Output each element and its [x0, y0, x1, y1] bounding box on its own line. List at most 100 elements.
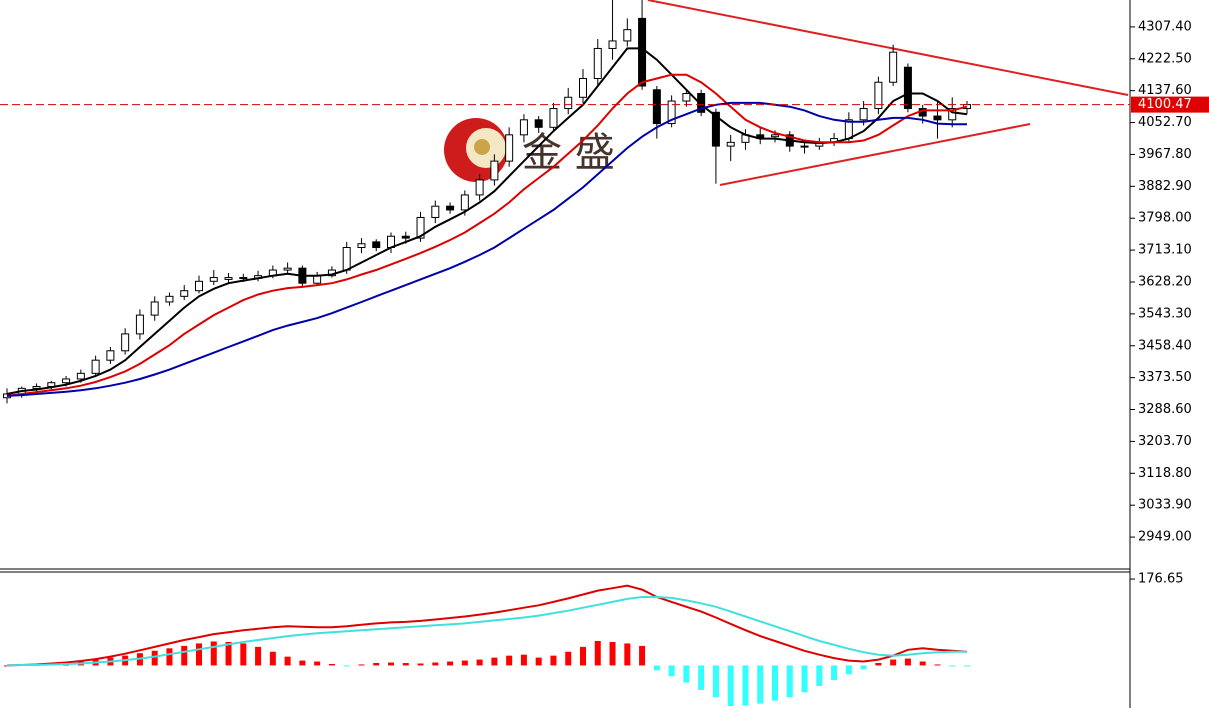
candle-body [195, 280, 203, 292]
macd-bar [388, 662, 394, 666]
candle-body [121, 333, 130, 352]
candle-body [342, 247, 351, 271]
candle-body [519, 119, 528, 136]
candle-body [505, 134, 514, 162]
y-tick-label: 3118.80 [1138, 466, 1192, 481]
macd-bar [580, 646, 586, 666]
candle-body [593, 47, 602, 79]
candle-body [933, 115, 942, 121]
macd-bar [786, 665, 793, 698]
candle-body [91, 359, 100, 374]
macd-bar [860, 665, 867, 670]
y-tick-label: 3543.30 [1138, 306, 1192, 321]
y-tick-label: 4222.50 [1138, 51, 1192, 66]
macd-bar [299, 660, 306, 666]
macd-bar [550, 655, 557, 666]
y-tick-label: 3458.40 [1138, 338, 1192, 353]
trend-line [647, 0, 1129, 96]
macd-bar [240, 643, 247, 666]
macd-bar [181, 645, 188, 666]
candle-body [948, 108, 957, 121]
macd-bar [816, 665, 823, 686]
macd-bar [151, 650, 158, 666]
macd-bar [476, 659, 483, 666]
macd-bar [506, 655, 513, 666]
candle-body [549, 108, 558, 128]
macd-bar [328, 663, 335, 666]
candle-body [401, 235, 410, 239]
macd-bar [904, 658, 911, 666]
last-price-label: 4100.47 [1138, 97, 1192, 112]
ma-line [6, 47, 968, 395]
candle-body [224, 277, 233, 280]
macd-bar [831, 665, 838, 681]
macd-bar [225, 641, 232, 666]
candle-body [652, 89, 661, 125]
candle-body [372, 241, 381, 249]
candle-body [165, 295, 174, 303]
macd-bar [284, 656, 291, 666]
candle-body [800, 145, 809, 148]
y-tick-label: 4137.60 [1138, 83, 1192, 98]
y-tick-label: 4052.70 [1138, 115, 1192, 130]
candle-body [534, 119, 543, 128]
candle-body [638, 17, 647, 87]
candle-body [62, 378, 71, 384]
macd-bar [196, 643, 202, 666]
macd-bar [934, 664, 941, 666]
macd-bar [653, 665, 660, 671]
macd-bar [609, 641, 616, 666]
y-tick-label: 3798.00 [1138, 211, 1192, 226]
macd-bar [255, 646, 262, 666]
macd-bar [668, 665, 675, 677]
candle-body [150, 301, 159, 316]
macd-bar [624, 643, 631, 666]
candle-body [667, 100, 676, 125]
candle-body [135, 314, 144, 335]
y-tick-label: 3713.10 [1138, 243, 1192, 258]
candle-body [32, 385, 41, 389]
last-price-tag [1131, 96, 1209, 113]
candle-body [623, 29, 632, 42]
candle-body [726, 141, 735, 147]
ma-line [6, 73, 968, 397]
y-tick-label: 3628.20 [1138, 274, 1192, 289]
macd-bar [4, 665, 10, 667]
y-tick-label: 176.65 [1138, 572, 1184, 587]
ma-line [6, 101, 967, 397]
macd-bar [727, 665, 734, 707]
macd-bar [772, 665, 778, 701]
macd-bar [949, 665, 956, 667]
candle-body [431, 205, 440, 218]
candle-body [446, 205, 455, 211]
macd-bar [801, 665, 808, 693]
macd-bar [343, 665, 350, 667]
macd-bar [639, 645, 646, 666]
y-tick-label: 3882.90 [1138, 179, 1192, 194]
y-tick-label: 3373.50 [1138, 370, 1192, 385]
candle-body [564, 96, 573, 110]
macd-bar [875, 663, 882, 666]
ma-line [6, 596, 967, 667]
candle-body [460, 194, 469, 211]
candle-body [313, 275, 322, 284]
candle-body [283, 267, 292, 271]
macd-bar [520, 654, 527, 666]
macd-bar [402, 663, 409, 666]
macd-bar [919, 661, 926, 666]
candle-body [239, 277, 248, 280]
y-tick-label: 4307.40 [1138, 19, 1192, 34]
macd-bar [757, 665, 764, 704]
y-tick-label: 3288.60 [1138, 402, 1192, 417]
candle-body [711, 111, 720, 147]
candle-body [416, 216, 425, 239]
candle-body [209, 277, 218, 282]
y-tick-label: 3967.80 [1138, 147, 1192, 162]
macd-bar [210, 641, 217, 666]
candle-body [903, 66, 912, 110]
macd-bar [166, 648, 173, 666]
macd-bar [594, 640, 601, 666]
macd-bar [269, 651, 276, 666]
